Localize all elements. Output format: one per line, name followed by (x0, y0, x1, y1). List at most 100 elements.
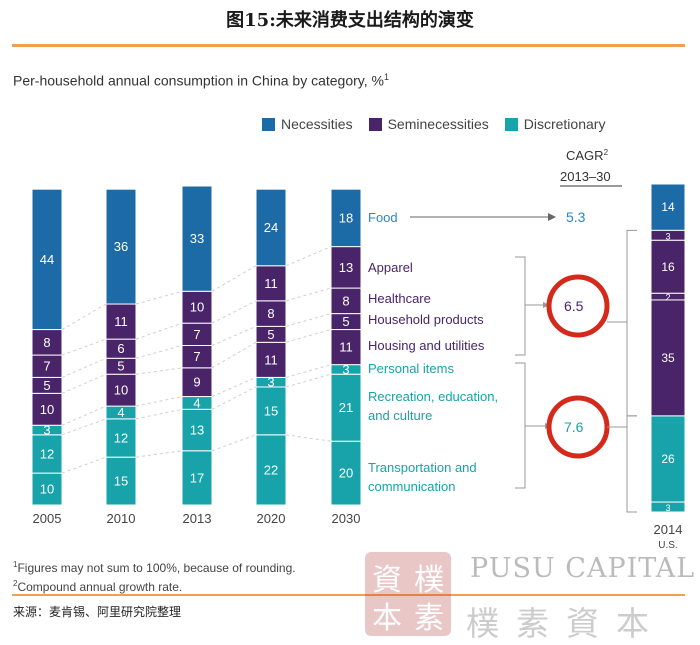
comparison-bracket-disc (626, 415, 637, 513)
bar-value-label: 4 (193, 395, 200, 410)
connector-line (211, 265, 257, 292)
bar-value-label: 8 (342, 293, 349, 308)
bar-segment (330, 329, 362, 366)
comparison-segment (650, 183, 686, 231)
bar-value-label: 10 (40, 482, 54, 497)
bar-value-label: 17 (190, 470, 204, 485)
bar-segment (31, 434, 63, 474)
connector-line (61, 405, 107, 426)
highlight-circle (546, 274, 610, 338)
comparison-value-label: 3 (665, 503, 670, 513)
bar-value-label: 11 (264, 352, 278, 367)
comparison-value-label: 3 (665, 231, 670, 241)
legend-item-seminecessities: Seminecessities (368, 116, 489, 132)
chart-subtitle: Per-household annual consumption in Chin… (13, 72, 389, 89)
bottom-rule (12, 594, 685, 596)
connector-line (285, 434, 332, 442)
bar-value-label: 3 (342, 362, 349, 377)
bar-segment (31, 188, 63, 331)
source-note: 来源：麦肯锡、阿里研究院整理 (13, 605, 182, 619)
x-tick-label: 2013 (183, 511, 212, 526)
bar-segment (181, 408, 213, 452)
bar-value-label: 15 (264, 403, 278, 418)
bar-value-label: 3 (43, 423, 50, 438)
bar-value-label: 21 (339, 400, 353, 415)
top-rule (12, 44, 685, 47)
bar-value-label: 10 (114, 383, 128, 398)
comparison-segment (650, 501, 686, 513)
category-label: Household products (368, 312, 484, 327)
bar-segment (330, 440, 362, 506)
connector-line (135, 450, 183, 458)
figure-title: 图15:未来消费支出结构的演变 (226, 10, 474, 31)
category-label: Housing and utilities (368, 338, 485, 353)
connector-line (135, 345, 183, 359)
connector-line (61, 456, 107, 474)
bar-value-label: 12 (114, 431, 128, 446)
x-tick-label: 2005 (33, 511, 62, 526)
category-label: Healthcare (368, 291, 431, 306)
legend: Necessities Seminecessities Discretionar… (262, 116, 605, 132)
connector-line (61, 357, 107, 378)
cagr-header: CAGR2 (566, 148, 609, 163)
connector-line (285, 246, 332, 267)
svg-text:素: 素 (414, 601, 444, 636)
cagr-value-discretionary: 7.6 (564, 419, 584, 435)
bar-value-label: 5 (117, 359, 124, 374)
comparison-sublabel: U.S. (658, 540, 677, 551)
connector-line (285, 364, 332, 378)
legend-item-necessities: Necessities (262, 116, 353, 132)
bar-value-label: 7 (43, 359, 50, 374)
bar-value-label: 7 (193, 327, 200, 342)
category-label: Transportation and (368, 460, 477, 475)
connector-line (211, 325, 257, 346)
connector-line (61, 373, 107, 394)
bar-segment (330, 246, 362, 289)
cagr-period: 2013–30 (560, 169, 611, 184)
connector-line (211, 376, 257, 397)
watermark-cjk: 樸素資本 (466, 604, 666, 643)
bracket-discretionary (515, 362, 526, 489)
connector-line (211, 341, 257, 369)
bar-segment (105, 373, 137, 407)
bar-segment (255, 300, 287, 327)
footnote-2: 2Compound annual growth rate. (13, 579, 183, 594)
comparison-label: 2014 (654, 522, 683, 537)
bar-value-label: 3 (267, 375, 274, 390)
comparison-value-label: 14 (661, 200, 675, 214)
category-label: Recreation, education, (368, 389, 498, 404)
comparison-bracket-semi (626, 229, 637, 417)
svg-text:樸: 樸 (414, 563, 444, 598)
bar-segment (105, 303, 137, 340)
connector-line (135, 290, 183, 305)
bar-value-label: 4 (117, 405, 124, 420)
bar-segment (181, 367, 213, 398)
bar-value-label: 6 (117, 341, 124, 356)
comparison-value-label: 35 (661, 351, 675, 365)
connector-line (61, 338, 107, 356)
connector-line (135, 408, 183, 420)
connector-line (135, 322, 183, 340)
bar-value-label: 11 (114, 314, 128, 329)
footnotes: 1Figures may not sum to 100%, because of… (13, 557, 296, 595)
bar-value-label: 18 (339, 210, 353, 225)
bar-value-label: 20 (339, 466, 353, 481)
cagr-value-necessities: 5.3 (566, 209, 586, 225)
arrow-head (548, 213, 556, 221)
bar-segment (181, 185, 213, 292)
arrow-head (543, 302, 550, 308)
bar-value-label: 13 (190, 423, 204, 438)
category-label: communication (368, 479, 455, 494)
bars-layer: 1012310578442005151241056113620101713497… (31, 183, 686, 551)
bar-value-label: 5 (342, 314, 349, 329)
bar-value-label: 5 (267, 327, 274, 342)
svg-text:本: 本 (372, 601, 402, 636)
connector-line (285, 329, 332, 343)
bar-value-label: 15 (114, 474, 128, 489)
comparison-value-label: 26 (661, 452, 675, 466)
x-tick-label: 2030 (332, 511, 361, 526)
bar-value-label: 22 (264, 462, 278, 477)
connector-line (211, 300, 257, 324)
bracket-seminecessities (515, 256, 526, 356)
